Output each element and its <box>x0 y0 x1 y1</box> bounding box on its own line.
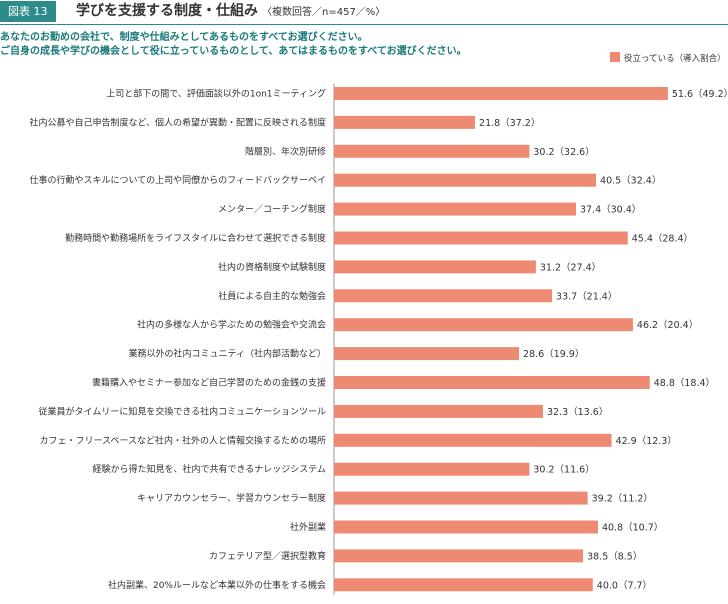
bar <box>334 173 597 187</box>
category-label: 上司と部下の間で、評価面談以外の1on1ミーティング <box>106 88 326 100</box>
bar <box>334 491 588 505</box>
bar <box>334 462 530 476</box>
value-label: 48.8（18.4） <box>654 377 715 389</box>
question-line-2: ご自身の成長や学びの機会として役に立っているものとして、あてはまるものをすべてお… <box>0 46 467 57</box>
value-label: 21.8（37.2） <box>479 117 540 129</box>
bar <box>334 578 593 592</box>
category-label: キャリアカウンセラー、学習カウンセラー制度 <box>137 492 326 504</box>
category-label: 社内の資格制度や試験制度 <box>218 261 326 273</box>
value-label: 45.4（28.4） <box>632 233 693 245</box>
bar <box>334 87 668 100</box>
bar <box>334 231 628 245</box>
header-rule <box>0 24 728 25</box>
value-label: 30.2（11.6） <box>533 464 594 476</box>
question-line-1: あなたのお勤めの会社で、制度や仕組みとしてあるものをすべてお選びください。 <box>0 32 368 43</box>
figure-title-text: 学びを支援する制度・仕組み <box>76 3 258 19</box>
figure-title: 学びを支援する制度・仕組み 〈複数回答／n=457／%〉 <box>76 1 385 23</box>
value-label: 38.5（8.5） <box>587 550 642 562</box>
bar <box>334 202 576 216</box>
category-label: 勤務時間や勤務場所をライフスタイルに合わせて選択できる制度 <box>65 232 326 244</box>
value-label: 31.2（27.4） <box>540 261 601 273</box>
bar <box>334 520 598 534</box>
bar <box>334 404 543 418</box>
value-label: 40.0（7.7） <box>597 579 652 591</box>
category-label: 仕事の行動やスキルについての上司や同僚からのフィードバックサーベイ <box>29 174 326 186</box>
category-label: 社内副業、20%ルールなど本業以外の仕事をする機会 <box>108 579 326 591</box>
bar <box>334 318 633 332</box>
category-label: 社内の多様な人から学ぶための勉強会や交流会 <box>137 319 326 331</box>
bar <box>334 549 584 563</box>
value-label: 28.6（19.9） <box>523 348 584 360</box>
value-label: 39.2（11.2） <box>592 493 653 505</box>
legend-swatch <box>610 52 620 62</box>
value-label: 37.4（30.4） <box>580 204 641 216</box>
bar <box>334 433 612 447</box>
value-label: 51.6（49.2） <box>672 88 728 100</box>
category-label: カフェ・フリースペースなど社内・社外の人と情報交換するための場所 <box>40 434 326 446</box>
bar <box>334 144 530 158</box>
value-label: 33.7（21.4） <box>556 290 617 302</box>
figure-header: 図表 13 学びを支援する制度・仕組み 〈複数回答／n=457／%〉 <box>0 0 728 24</box>
survey-question: あなたのお勤めの会社で、制度や仕組みとしてあるものをすべてお選びください。 ご自… <box>0 31 600 59</box>
category-label: 階層別、年次別研修 <box>245 145 326 157</box>
category-label: メンター／コーチング制度 <box>218 203 326 215</box>
category-label: 業務以外の社内コミュニティ（社内部活動など） <box>129 348 326 360</box>
category-label: 経験から得た知見を、社内で共有できるナレッジシステム <box>92 463 326 475</box>
category-label: 社員による自主的な勉強会 <box>218 290 326 302</box>
value-label: 40.8（10.7） <box>602 522 663 534</box>
bar <box>334 115 476 129</box>
bar <box>334 260 536 274</box>
category-label: 従業員がタイムリーに知見を交換できる社内コミュニケーションツール <box>39 405 326 417</box>
value-label: 40.5（32.4） <box>600 175 661 187</box>
bar <box>334 347 520 361</box>
chart-legend: 役立っている（導入割合） <box>610 52 726 64</box>
category-label: 書籍購入やセミナー参加など自己学習のための金銭の支援 <box>92 377 326 389</box>
category-label: 社外副業 <box>290 521 326 533</box>
figure-subtitle: 〈複数回答／n=457／%〉 <box>262 7 386 18</box>
bar <box>334 289 553 303</box>
category-label: 社内公募や自己申告制度など、個人の希望が異動・配置に反映される制度 <box>29 116 326 128</box>
legend-label: 役立っている（導入割合） <box>624 54 726 64</box>
figure-number-badge: 図表 13 <box>0 1 56 22</box>
value-label: 42.9（12.3） <box>616 435 677 447</box>
value-label: 30.2（32.6） <box>533 146 594 158</box>
value-label: 32.3（13.6） <box>547 406 608 418</box>
bar <box>334 376 650 389</box>
value-label: 46.2（20.4） <box>637 319 698 331</box>
category-label: カフェテリア型／選択型教育 <box>209 550 326 562</box>
